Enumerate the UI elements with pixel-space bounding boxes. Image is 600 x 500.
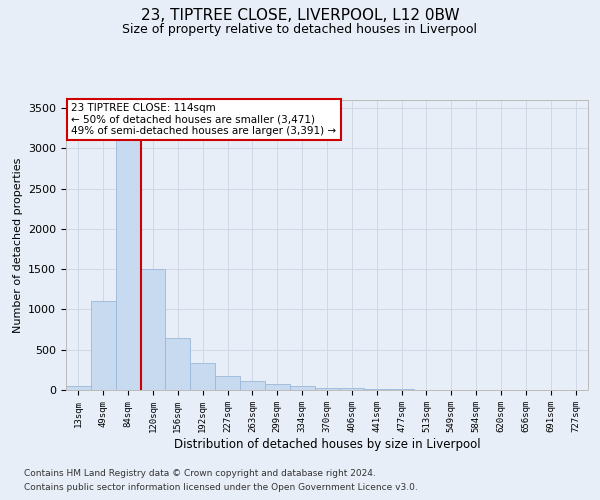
Bar [340, 388, 364, 390]
Text: Contains HM Land Registry data © Crown copyright and database right 2024.: Contains HM Land Registry data © Crown c… [24, 468, 376, 477]
Bar [314, 388, 340, 390]
Bar [265, 384, 290, 390]
Bar [215, 376, 240, 390]
Text: Size of property relative to detached houses in Liverpool: Size of property relative to detached ho… [122, 22, 478, 36]
Bar [66, 386, 91, 390]
Text: 23, TIPTREE CLOSE, LIVERPOOL, L12 0BW: 23, TIPTREE CLOSE, LIVERPOOL, L12 0BW [140, 8, 460, 22]
Text: Contains public sector information licensed under the Open Government Licence v3: Contains public sector information licen… [24, 484, 418, 492]
Bar [389, 389, 414, 390]
Bar [166, 338, 190, 390]
Bar [240, 381, 265, 390]
Bar [116, 116, 140, 390]
X-axis label: Distribution of detached houses by size in Liverpool: Distribution of detached houses by size … [173, 438, 481, 450]
Y-axis label: Number of detached properties: Number of detached properties [13, 158, 23, 332]
Bar [364, 389, 389, 390]
Text: 23 TIPTREE CLOSE: 114sqm
← 50% of detached houses are smaller (3,471)
49% of sem: 23 TIPTREE CLOSE: 114sqm ← 50% of detach… [71, 103, 337, 136]
Bar [91, 302, 116, 390]
Bar [290, 386, 314, 390]
Bar [190, 364, 215, 390]
Bar [140, 269, 166, 390]
